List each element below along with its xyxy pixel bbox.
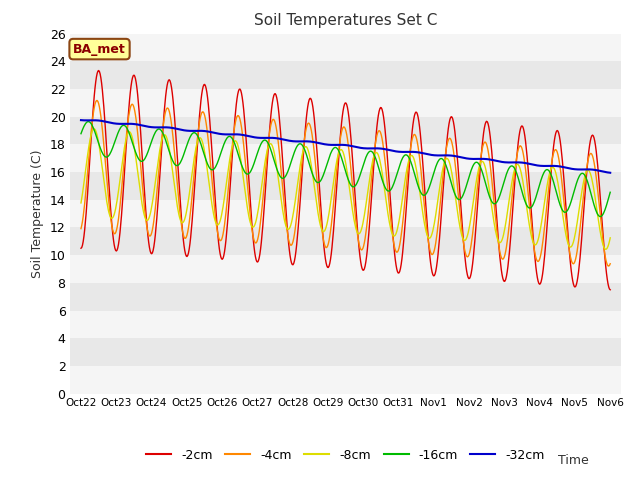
Bar	[70, 34, 621, 61]
Bar	[70, 117, 621, 144]
Bar	[70, 311, 621, 338]
Bar	[70, 89, 621, 117]
Bar	[70, 200, 621, 228]
Title: Soil Temperatures Set C: Soil Temperatures Set C	[254, 13, 437, 28]
Bar	[70, 255, 621, 283]
Text: BA_met: BA_met	[73, 43, 126, 56]
Bar	[70, 228, 621, 255]
Bar	[70, 338, 621, 366]
Y-axis label: Soil Temperature (C): Soil Temperature (C)	[31, 149, 44, 278]
Bar	[70, 283, 621, 311]
Bar	[70, 366, 621, 394]
Text: Time: Time	[558, 454, 589, 467]
Bar	[70, 61, 621, 89]
Legend: -2cm, -4cm, -8cm, -16cm, -32cm: -2cm, -4cm, -8cm, -16cm, -32cm	[141, 444, 550, 467]
Bar	[70, 172, 621, 200]
Bar	[70, 144, 621, 172]
